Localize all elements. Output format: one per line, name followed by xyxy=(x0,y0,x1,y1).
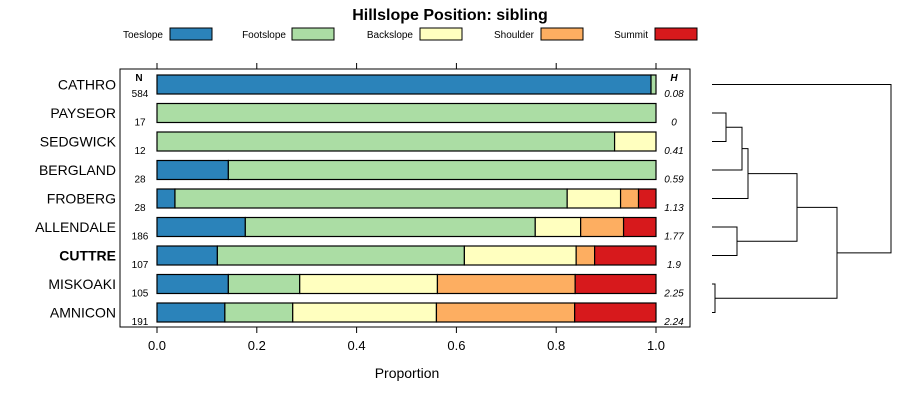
bar-allendale-backslope xyxy=(534,216,582,238)
dendro-link-allendale-cuttre xyxy=(712,226,738,256)
row-label-cuttre: CUTTRE xyxy=(59,248,116,264)
legend: Toeslope Footslope Backslope Shoulder Summit xyxy=(123,27,698,41)
h-value-cathro: 0.08 xyxy=(664,89,684,100)
legend-label-footslope: Footslope xyxy=(242,30,286,41)
h-value-sedgwick: 0.41 xyxy=(664,146,683,157)
row-label-froberg: FROBERG xyxy=(47,191,116,207)
bar-miskoaki-footslope xyxy=(227,273,301,295)
n-value-froberg: 28 xyxy=(134,203,146,214)
row-label-sedgwick: SEDGWICK xyxy=(40,134,117,150)
h-value-bergland: 0.59 xyxy=(664,175,684,186)
x-tick-label-1: 0.2 xyxy=(248,338,266,353)
bar-cuttre-footslope xyxy=(216,245,465,266)
bar-miskoaki-toeslope xyxy=(156,273,229,295)
bar-cathro-footslope xyxy=(650,74,657,95)
bar-amnicon-summit xyxy=(574,302,657,323)
dendro-link-lower-cluster xyxy=(715,206,838,299)
row-label-amnicon: AMNICON xyxy=(50,305,116,321)
bar-froberg-shoulder xyxy=(619,188,640,209)
x-tick-label-5: 1.0 xyxy=(647,338,665,353)
n-value-bergland: 28 xyxy=(134,175,146,186)
legend-swatch-toeslope xyxy=(169,27,213,41)
bar-miskoaki-shoulder xyxy=(436,273,576,295)
legend-swatch-footslope xyxy=(291,27,335,41)
bar-rows: CATHRO 584 0.08 PAYSEOR 17 0 SEDGWICK 12 0.41 BER… xyxy=(35,74,684,328)
x-tick-label-2: 0.4 xyxy=(348,338,366,353)
bar-miskoaki-summit xyxy=(574,273,657,295)
bar-cuttre-summit xyxy=(594,245,657,266)
h-value-miskoaki: 2.25 xyxy=(663,289,684,300)
dendro-link-froberg xyxy=(712,148,749,199)
h-value-payseor: 0 xyxy=(671,118,677,129)
legend-label-shoulder: Shoulder xyxy=(494,30,535,41)
bar-bergland-toeslope xyxy=(156,159,229,181)
bar-sedgwick-footslope xyxy=(156,131,616,152)
chart-title: Hillslope Position: sibling xyxy=(352,7,548,24)
x-axis: 0.0 0.2 0.4 0.6 0.8 1.0 xyxy=(148,63,665,353)
bar-cuttre-shoulder xyxy=(575,245,596,266)
bar-miskoaki-backslope xyxy=(299,273,439,295)
x-tick-label-4: 0.8 xyxy=(547,338,565,353)
n-value-amnicon: 191 xyxy=(132,317,149,328)
row-label-payseor: PAYSEOR xyxy=(50,105,116,121)
plot-frame xyxy=(119,68,691,328)
x-axis-title: Proportion xyxy=(375,365,440,381)
bar-froberg-footslope xyxy=(174,188,568,209)
bar-bergland-footslope xyxy=(227,159,657,181)
h-value-froberg: 1.13 xyxy=(664,203,684,214)
bar-allendale-footslope xyxy=(244,216,536,238)
dendrogram xyxy=(712,84,892,313)
h-header: H xyxy=(670,73,678,84)
bar-allendale-toeslope xyxy=(156,216,246,238)
bar-froberg-backslope xyxy=(566,188,622,209)
n-value-allendale: 186 xyxy=(132,232,149,243)
bar-amnicon-backslope xyxy=(292,302,438,323)
n-value-cathro: 584 xyxy=(132,89,149,100)
bar-amnicon-footslope xyxy=(224,302,294,323)
dendro-link-miskoaki-amnicon xyxy=(712,283,716,313)
bar-amnicon-shoulder xyxy=(435,302,576,323)
n-value-cuttre: 107 xyxy=(132,260,149,271)
h-value-amnicon: 2.24 xyxy=(663,317,684,328)
x-tick-label-0: 0.0 xyxy=(148,338,166,353)
h-value-allendale: 1.77 xyxy=(664,232,684,243)
bar-sedgwick-backslope xyxy=(613,131,657,152)
bar-allendale-summit xyxy=(622,216,657,238)
dendro-link-payseor-sedgwick xyxy=(712,112,727,142)
row-label-miskoaki: MISKOAKI xyxy=(48,276,116,292)
bar-amnicon-toeslope xyxy=(156,302,226,323)
bar-froberg-summit xyxy=(637,188,657,209)
bar-cuttre-backslope xyxy=(463,245,577,266)
dendro-link-root xyxy=(712,84,892,254)
row-label-allendale: ALLENDALE xyxy=(35,219,116,235)
n-value-sedgwick: 12 xyxy=(134,146,146,157)
x-tick-label-3: 0.6 xyxy=(447,338,465,353)
row-label-bergland: BERGLAND xyxy=(39,162,116,178)
legend-label-summit: Summit xyxy=(614,30,648,41)
dendro-link-bergland xyxy=(712,126,743,171)
legend-swatch-summit xyxy=(654,27,698,41)
h-value-cuttre: 1.9 xyxy=(667,260,681,271)
bar-cathro-toeslope xyxy=(156,74,652,95)
n-header: N xyxy=(135,73,142,84)
n-value-payseor: 17 xyxy=(134,118,146,129)
bar-allendale-shoulder xyxy=(580,216,625,238)
bar-froberg-toeslope xyxy=(156,188,176,209)
legend-label-backslope: Backslope xyxy=(367,30,414,41)
row-label-cathro: CATHRO xyxy=(58,77,116,93)
legend-label-toeslope: Toeslope xyxy=(123,30,163,41)
bar-payseor-footslope xyxy=(156,102,657,124)
dendro-link-upper-cluster xyxy=(737,173,798,242)
legend-swatch-shoulder xyxy=(540,27,584,41)
legend-swatch-backslope xyxy=(419,27,463,41)
bar-cuttre-toeslope xyxy=(156,245,218,266)
n-value-miskoaki: 105 xyxy=(132,289,149,300)
